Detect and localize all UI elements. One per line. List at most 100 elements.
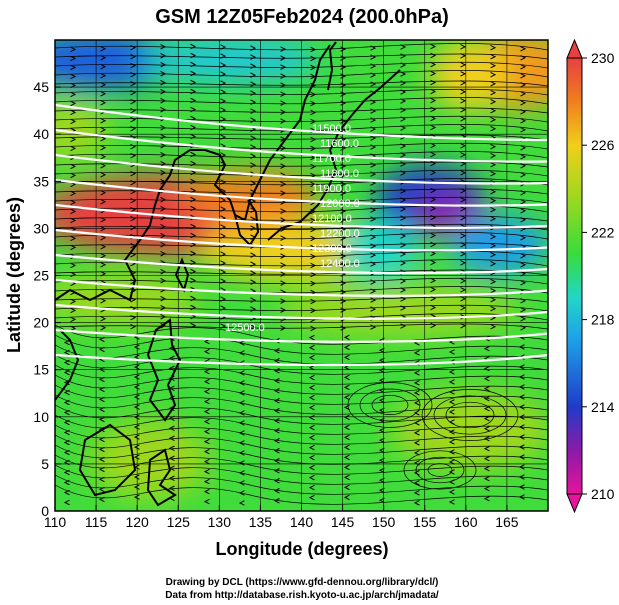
wind-arrow: [448, 399, 455, 405]
wind-arrow: [518, 394, 525, 400]
wind-arrow: [490, 170, 497, 177]
wind-arrow: [343, 384, 350, 391]
wind-arrow: [100, 55, 107, 61]
wind-arrow: [430, 124, 437, 131]
wind-arrow: [100, 226, 107, 232]
wind-arrow: [520, 271, 527, 277]
wind-arrow: [520, 91, 527, 97]
colorbar-tick-label: 230: [591, 50, 615, 66]
wind-arrow: [310, 55, 317, 62]
wind-arrow: [310, 163, 317, 170]
wind-arrow: [203, 398, 210, 405]
wind-arrow: [70, 316, 77, 323]
wind-arrow: [280, 307, 287, 313]
wind-arrow: [310, 217, 317, 224]
wind-arrow: [460, 197, 467, 203]
wind-arrow: [520, 73, 527, 79]
x-tick-label: 150: [372, 514, 396, 530]
wind-arrow: [190, 259, 197, 266]
wind-arrow: [490, 107, 497, 114]
wind-arrow: [160, 305, 167, 311]
wind-arrow: [220, 179, 227, 185]
wind-arrow: [400, 71, 407, 77]
streamline: [55, 286, 548, 294]
wind-arrow: [308, 334, 315, 341]
wind-arrow: [250, 144, 257, 150]
wind-arrow: [70, 244, 77, 251]
wind-arrow: [490, 152, 497, 159]
wind-arrow: [370, 144, 377, 150]
wind-arrow: [220, 44, 227, 50]
wind-arrow: [378, 497, 385, 504]
wind-arrow: [310, 100, 317, 107]
wind-arrow: [220, 161, 227, 167]
wind-arrow: [100, 298, 107, 304]
wind-arrow: [378, 467, 385, 474]
wind-arrow: [413, 500, 420, 506]
height-contour-label: 11600.0: [320, 138, 359, 150]
wind-arrow: [343, 494, 350, 501]
wind-arrow: [413, 400, 420, 406]
wind-arrow: [520, 127, 527, 133]
credit-line-1: Drawing by DCL (https://www.gfd-dennou.o…: [166, 577, 439, 588]
wind-arrow: [343, 434, 350, 441]
wind-arrow: [460, 161, 467, 167]
streamline: [55, 43, 548, 51]
wind-arrow: [340, 91, 347, 97]
x-tick-label: 130: [208, 514, 232, 530]
wind-arrow: [238, 500, 245, 506]
wind-arrow: [400, 107, 407, 113]
wind-arrow: [400, 215, 407, 221]
wind-arrow: [460, 143, 467, 149]
wind-arrow: [340, 190, 347, 196]
wind-arrow: [340, 325, 347, 331]
x-tick-label: 110: [44, 514, 67, 530]
height-contour-line: [55, 153, 548, 185]
wind-arrow: [460, 116, 467, 122]
wind-arrow: [160, 125, 167, 131]
wind-arrow: [220, 80, 227, 86]
wind-arrow: [378, 357, 385, 364]
height-contour-line: [55, 103, 548, 142]
wind-arrow: [100, 235, 107, 241]
wind-arrow: [100, 190, 107, 196]
wind-arrow: [250, 135, 257, 141]
wind-arrow: [203, 448, 210, 455]
colorbar-bottom-arrow: [566, 493, 583, 514]
wind-arrow: [273, 488, 280, 494]
wind-arrow: [378, 487, 385, 494]
wind-arrow: [378, 407, 385, 414]
wind-arrow: [203, 498, 210, 505]
colorbar-ramp: [566, 57, 583, 495]
wind-arrow: [220, 152, 227, 158]
y-tick-label: 25: [33, 268, 49, 284]
streamline: [55, 474, 548, 495]
wind-arrow: [430, 88, 437, 95]
wind-arrow: [273, 498, 280, 504]
wind-arrow: [273, 448, 280, 454]
wind-arrow: [130, 125, 137, 132]
wind-arrow: [98, 496, 105, 503]
wind-arrow: [370, 99, 377, 105]
x-axis-label: Longitude (degrees): [215, 539, 388, 559]
wind-arrow: [340, 217, 347, 223]
wind-arrow: [160, 62, 167, 68]
wind-arrow: [220, 206, 227, 212]
wind-arrow: [160, 251, 167, 257]
wind-arrow: [370, 207, 377, 213]
wind-arrow: [400, 206, 407, 212]
y-tick-label: 15: [33, 362, 49, 378]
wind-arrow: [430, 79, 437, 86]
wind-arrow: [273, 478, 280, 484]
wind-arrow: [340, 163, 347, 169]
wind-arrow: [310, 91, 317, 98]
wind-arrow: [160, 134, 167, 140]
wind-arrow: [280, 217, 287, 223]
wind-arrow: [448, 489, 455, 495]
wind-arrow: [160, 80, 167, 86]
wind-arrow: [273, 468, 280, 474]
wind-arrow: [100, 253, 107, 259]
wind-arrow: [490, 98, 497, 105]
wind-arrow: [190, 304, 197, 311]
wind-arrow: [490, 323, 497, 330]
